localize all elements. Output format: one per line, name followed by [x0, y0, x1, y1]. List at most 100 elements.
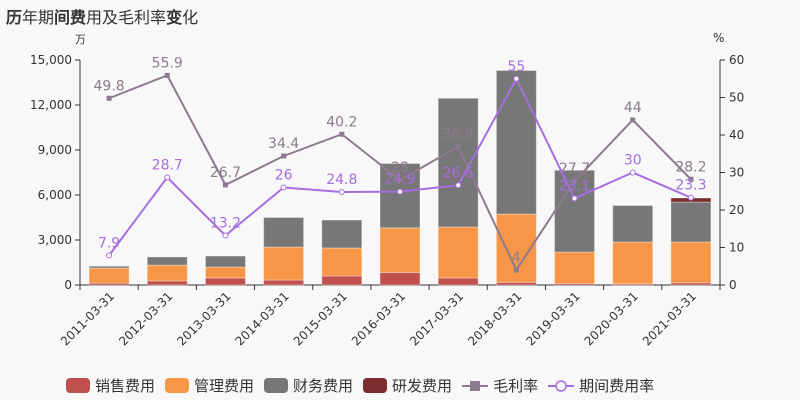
- data-label: 44: [624, 100, 642, 116]
- bar-segment[interactable]: [670, 201, 712, 243]
- bar-segment[interactable]: [321, 219, 363, 249]
- bar-segment[interactable]: [379, 227, 421, 274]
- bar-segment[interactable]: [263, 246, 305, 281]
- bar-segment[interactable]: [146, 280, 188, 286]
- x-tick-label: 2014-03-31: [233, 289, 292, 348]
- square-marker-icon[interactable]: [630, 117, 636, 123]
- square-marker-icon[interactable]: [455, 144, 461, 150]
- data-label: 24.9: [384, 172, 415, 188]
- legend-item[interactable]: 毛利率: [462, 375, 538, 396]
- circle-marker-icon[interactable]: [222, 232, 229, 239]
- x-tick-label: 2012-03-31: [116, 289, 175, 348]
- bar-segment[interactable]: [146, 264, 188, 282]
- bar-segment[interactable]: [88, 265, 130, 269]
- data-label: 26: [275, 168, 293, 184]
- data-label: 13.2: [210, 216, 241, 232]
- bar-segment[interactable]: [88, 267, 130, 284]
- x-tick-label: 2018-03-31: [465, 289, 524, 348]
- left-tick-label: 6,000: [38, 188, 72, 202]
- title-part: 年期: [22, 8, 55, 27]
- square-marker-icon[interactable]: [513, 267, 519, 273]
- bar-segment[interactable]: [437, 97, 479, 228]
- x-tick-label: 2019-03-31: [523, 289, 582, 348]
- square-marker-icon[interactable]: [164, 72, 170, 78]
- bar-segment[interactable]: [670, 241, 712, 284]
- legend-label: 毛利率: [493, 377, 539, 395]
- bar-segment[interactable]: [204, 255, 246, 268]
- right-tick-label: 20: [729, 203, 744, 217]
- data-label: 30: [624, 153, 642, 169]
- bar-segment[interactable]: [263, 279, 305, 286]
- square-marker-icon[interactable]: [106, 95, 112, 101]
- bar-segment[interactable]: [263, 217, 305, 248]
- circle-marker-icon[interactable]: [106, 252, 113, 259]
- data-label: 26.7: [210, 165, 241, 181]
- title-part: 间费: [54, 8, 87, 27]
- title-part: 化: [182, 8, 199, 27]
- circle-marker-icon[interactable]: [571, 195, 578, 202]
- legend: 销售费用 管理费用 财务费用 研发费用 毛利率 期间费用率: [66, 375, 664, 396]
- square-marker-icon[interactable]: [339, 131, 345, 137]
- legend-item[interactable]: 期间费用率: [548, 375, 654, 396]
- x-tick-label: 2021-03-31: [640, 289, 699, 348]
- data-label: 28.7: [152, 157, 183, 173]
- legend-label: 财务费用: [293, 377, 354, 395]
- data-label: 34.4: [268, 136, 299, 152]
- data-label: 36.9: [443, 127, 474, 143]
- bar-segment[interactable]: [204, 277, 246, 286]
- x-tick-label: 2015-03-31: [291, 289, 350, 348]
- legend-swatch-icon: [66, 378, 90, 393]
- circle-marker-icon[interactable]: [513, 75, 520, 82]
- bar-segment[interactable]: [554, 169, 596, 253]
- circle-marker-icon[interactable]: [687, 194, 694, 201]
- right-axis-unit: %: [713, 31, 725, 45]
- circle-marker-icon[interactable]: [338, 189, 345, 195]
- right-tick-label: 40: [729, 128, 744, 142]
- bar-segment[interactable]: [554, 251, 596, 284]
- data-label: 23.3: [675, 178, 706, 194]
- bar-segment[interactable]: [379, 272, 421, 286]
- bar-segment[interactable]: [437, 277, 479, 286]
- data-label: 28: [391, 160, 409, 176]
- bar-segment[interactable]: [321, 247, 363, 277]
- bar-segment[interactable]: [146, 256, 188, 266]
- circle-marker-icon[interactable]: [455, 182, 462, 189]
- x-tick-label: 2016-03-31: [349, 289, 408, 348]
- legend-swatch-icon: [165, 378, 190, 393]
- legend-item[interactable]: 管理费用: [165, 375, 254, 396]
- data-label: 23.1: [559, 178, 590, 194]
- bar-segment[interactable]: [437, 226, 479, 279]
- circle-marker-icon[interactable]: [629, 169, 636, 176]
- bar-segment[interactable]: [204, 266, 246, 279]
- circle-marker-icon[interactable]: [280, 184, 287, 191]
- title-part: 变: [166, 8, 183, 27]
- data-label: 7.9: [98, 235, 120, 251]
- square-marker-icon[interactable]: [397, 177, 403, 183]
- data-label: 40.2: [326, 114, 357, 130]
- left-tick-label: 3,000: [38, 233, 72, 247]
- circle-marker-icon[interactable]: [164, 174, 171, 181]
- data-label: 4: [512, 250, 521, 266]
- circle-marker-icon[interactable]: [397, 188, 403, 195]
- legend-label: 研发费用: [392, 377, 453, 395]
- legend-label: 管理费用: [194, 377, 255, 395]
- square-marker-icon[interactable]: [572, 178, 578, 184]
- bar-segment[interactable]: [612, 241, 654, 285]
- square-marker-icon[interactable]: [688, 176, 694, 182]
- legend-item[interactable]: 财务费用: [264, 375, 353, 396]
- bar-segment[interactable]: [495, 70, 537, 215]
- data-label: 55: [507, 59, 525, 75]
- legend-item[interactable]: 研发费用: [363, 375, 452, 396]
- bar-segment[interactable]: [379, 163, 421, 229]
- square-marker-icon[interactable]: [281, 153, 287, 159]
- bar-segment[interactable]: [321, 275, 363, 286]
- legend-item[interactable]: 销售费用: [66, 375, 155, 396]
- legend-swatch-icon: [363, 378, 388, 393]
- square-marker-icon[interactable]: [222, 182, 228, 188]
- left-axis-unit: 万: [75, 33, 86, 46]
- legend-swatch-icon: [264, 378, 289, 393]
- x-tick-label: 2017-03-31: [407, 289, 466, 348]
- bar-segment[interactable]: [612, 205, 654, 243]
- data-label: 49.8: [94, 78, 125, 94]
- x-tick-label: 2020-03-31: [582, 289, 641, 348]
